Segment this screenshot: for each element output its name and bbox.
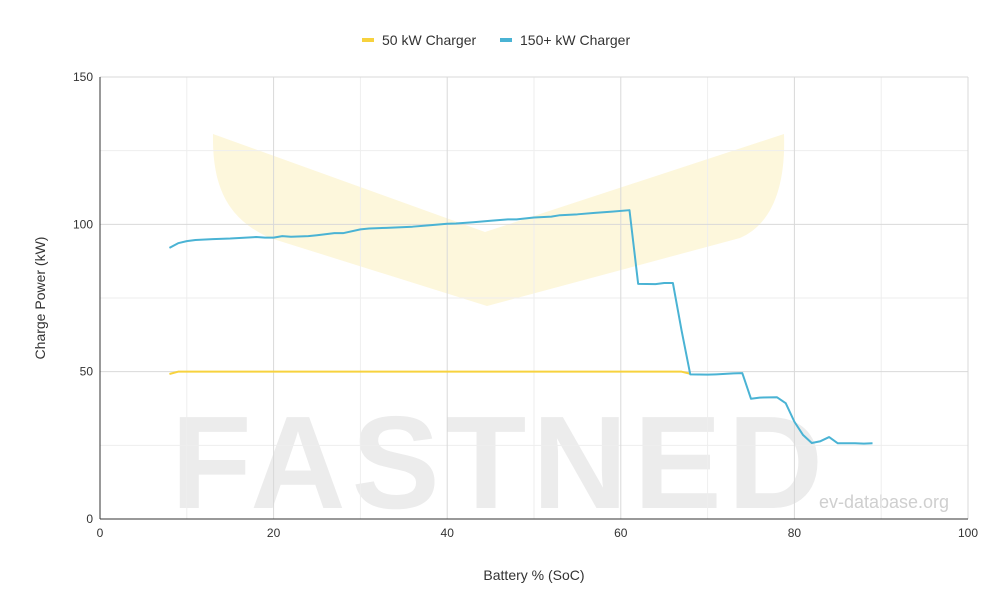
x-tick-label: 60 <box>614 526 628 540</box>
y-axis-title: Charge Power (kW) <box>32 237 48 360</box>
legend-label: 150+ kW Charger <box>520 32 630 48</box>
legend-swatch <box>362 38 374 42</box>
y-tick-label: 100 <box>73 217 93 231</box>
logo-shape <box>212 134 785 306</box>
x-tick-label: 100 <box>958 526 978 540</box>
watermark: FASTNED <box>171 389 829 536</box>
grid <box>99 76 969 520</box>
legend-label: 50 kW Charger <box>382 32 476 48</box>
x-tick-label: 20 <box>267 526 281 540</box>
x-tick-label: 80 <box>788 526 802 540</box>
legend-swatch <box>500 38 512 42</box>
y-tick-label: 0 <box>86 512 93 526</box>
y-tick-label: 50 <box>80 365 94 379</box>
x-axis-title: Battery % (SoC) <box>483 567 584 583</box>
y-tick-label: 150 <box>73 70 93 84</box>
source: ev-database.org <box>819 492 949 512</box>
x-tick-label: 0 <box>97 526 104 540</box>
series-line <box>169 370 691 375</box>
series-line <box>168 209 873 445</box>
x-tick-label: 40 <box>441 526 455 540</box>
